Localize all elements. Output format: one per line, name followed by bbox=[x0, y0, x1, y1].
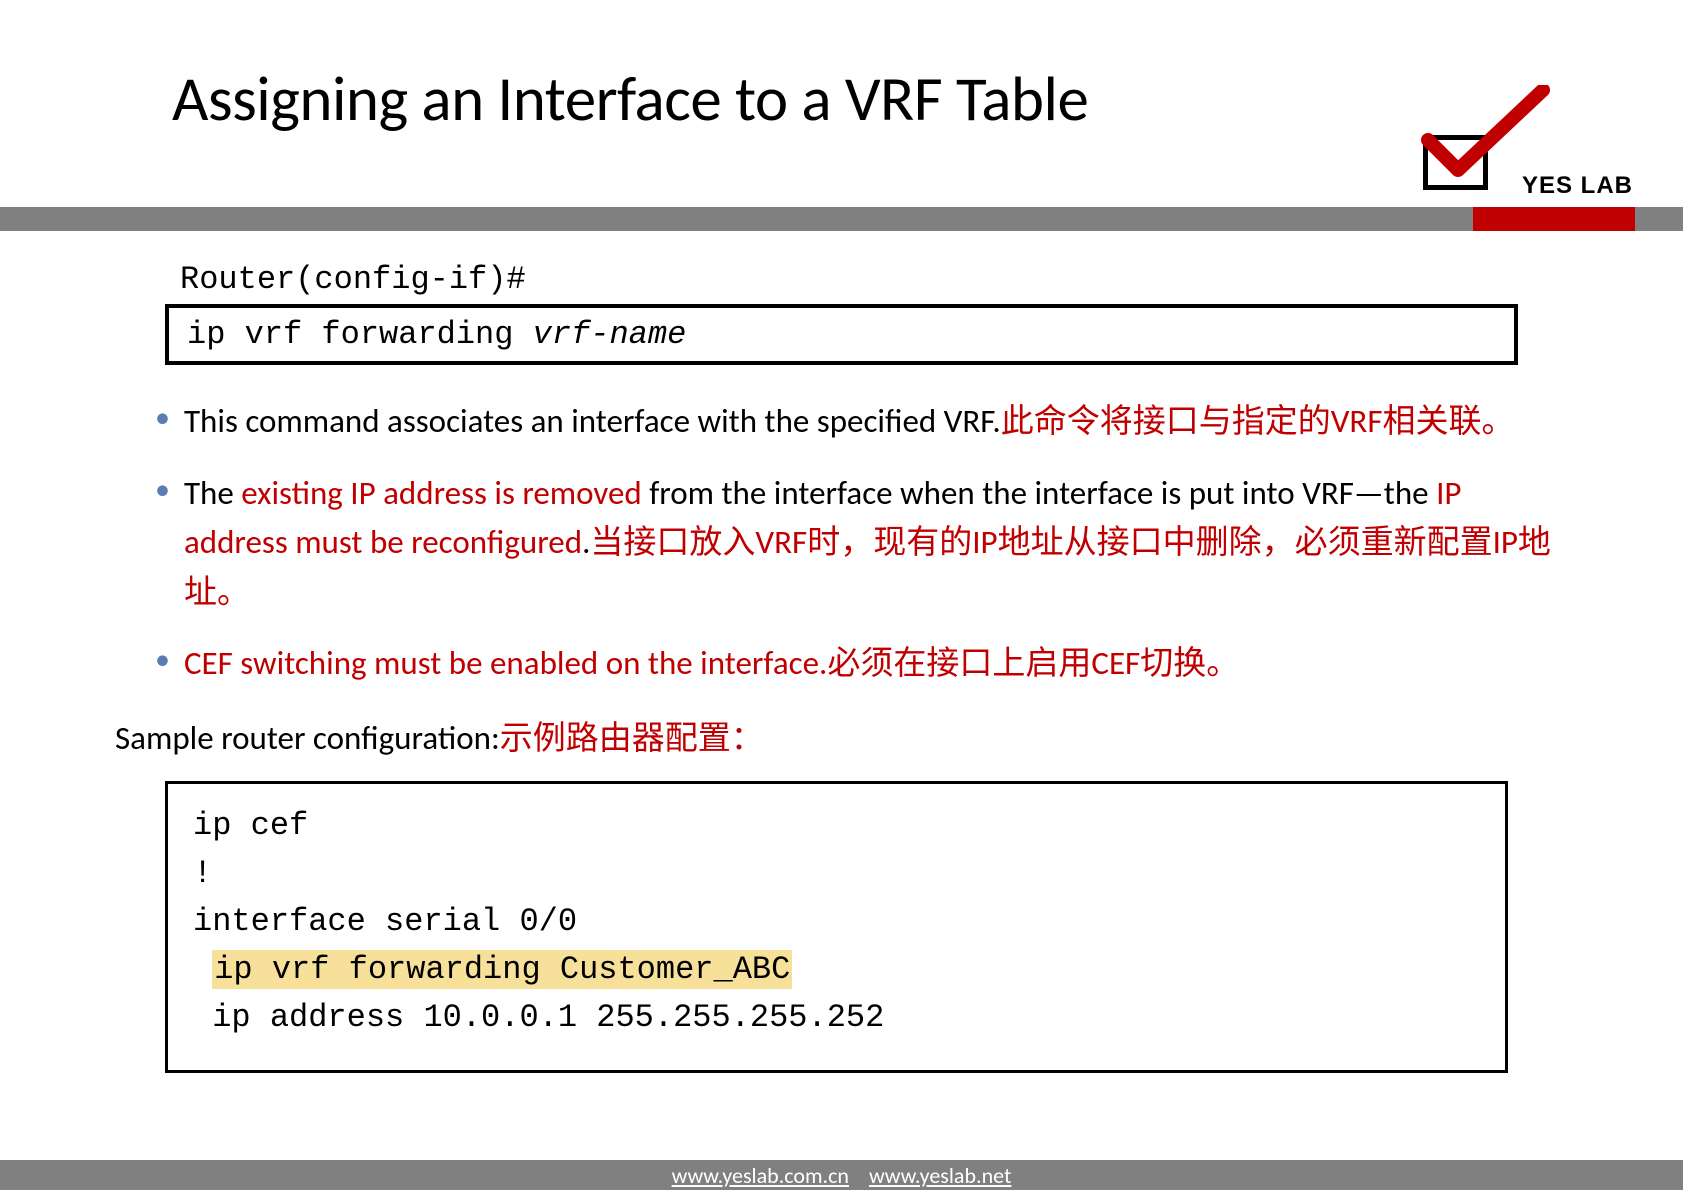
list-item: • CEF switching must be enabled on the i… bbox=[155, 639, 1568, 689]
footer-bar: www.yeslab.com.cn www.yeslab.net bbox=[0, 1160, 1683, 1190]
text-segment: The bbox=[184, 473, 241, 513]
bullet-text: The existing IP address is removed from … bbox=[184, 469, 1568, 618]
config-line: interface serial 0/0 bbox=[193, 903, 577, 940]
sample-config-label: Sample router configuration:示例路由器配置： bbox=[115, 711, 1568, 759]
logo-text: YES LAB bbox=[1522, 172, 1633, 200]
list-item: • The existing IP address is removed fro… bbox=[155, 469, 1568, 618]
command-name: ip vrf forwarding bbox=[187, 316, 533, 353]
content-area: Router(config-if)# ip vrf forwarding vrf… bbox=[0, 231, 1683, 1073]
bullet-icon: • bbox=[155, 397, 170, 447]
text-segment: from the interface when the interface is… bbox=[642, 473, 1436, 513]
config-line bbox=[193, 951, 212, 988]
config-line: ip cef bbox=[193, 807, 308, 844]
bullet-text: CEF switching must be enabled on the int… bbox=[184, 639, 1568, 689]
footer-link[interactable]: www.yeslab.com.cn bbox=[672, 1162, 849, 1189]
text-segment-red: existing IP address is removed bbox=[241, 473, 642, 513]
text-segment-red: CEF switching must be enabled on the int… bbox=[184, 643, 827, 683]
list-item: • This command associates an interface w… bbox=[155, 397, 1568, 447]
config-sample-box: ip cef ! interface serial 0/0 ip vrf for… bbox=[165, 781, 1508, 1073]
text-segment: This command associates an interface wit… bbox=[184, 401, 1001, 441]
config-line: ip address 10.0.0.1 255.255.255.252 bbox=[193, 999, 884, 1036]
divider-bar bbox=[0, 207, 1683, 231]
bullet-icon: • bbox=[155, 469, 170, 618]
config-line-highlighted: ip vrf forwarding Customer_ABC bbox=[212, 950, 792, 989]
bullet-text: This command associates an interface wit… bbox=[184, 397, 1568, 447]
text-segment-red: 示例路由器配置： bbox=[500, 718, 764, 758]
checkmark-icon bbox=[1413, 85, 1553, 185]
router-prompt: Router(config-if)# bbox=[180, 261, 1568, 298]
command-syntax-box: ip vrf forwarding vrf-name bbox=[165, 304, 1518, 365]
config-line: ! bbox=[193, 855, 212, 892]
logo: YES LAB bbox=[1383, 90, 1633, 210]
text-segment: Sample router configuration: bbox=[115, 718, 500, 758]
text-segment-red: 必须在接口上启用CEF切换。 bbox=[827, 643, 1239, 683]
bullet-icon: • bbox=[155, 639, 170, 689]
bullet-list: • This command associates an interface w… bbox=[115, 397, 1568, 689]
divider-accent bbox=[1473, 207, 1635, 231]
footer-link[interactable]: www.yeslab.net bbox=[869, 1162, 1011, 1189]
text-segment-red: 此命令将接口与指定的VRF相关联。 bbox=[1001, 401, 1515, 441]
command-argument: vrf-name bbox=[533, 316, 687, 353]
